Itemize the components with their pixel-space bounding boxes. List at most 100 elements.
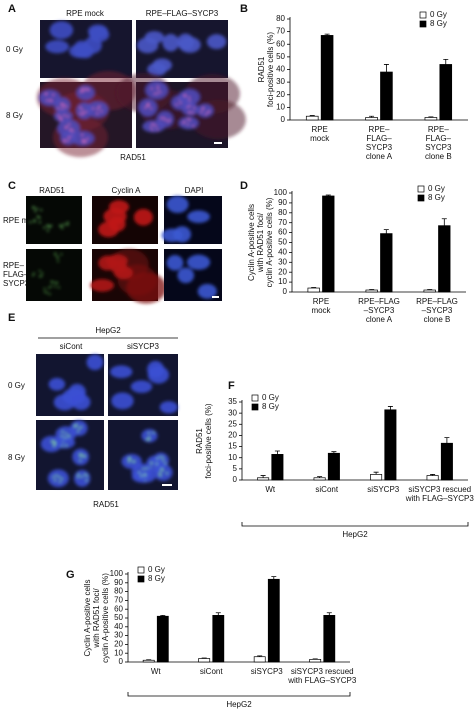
focus bbox=[159, 91, 162, 94]
image-background bbox=[26, 249, 82, 301]
y-tick-label: 20 bbox=[228, 431, 237, 440]
focus bbox=[128, 456, 131, 459]
x-tick-label: siSYCP3 bbox=[367, 485, 400, 494]
focus bbox=[153, 123, 155, 126]
error-bar bbox=[444, 437, 450, 444]
y-tick-label: 90 bbox=[278, 198, 287, 207]
bar bbox=[438, 225, 451, 293]
column-label: RPE–FLAG–SYCP3 bbox=[146, 9, 219, 18]
row-label: RPE mock bbox=[3, 216, 42, 225]
legend-label: 0 Gy bbox=[428, 184, 445, 193]
nucleus bbox=[108, 216, 126, 232]
nucleus bbox=[47, 469, 69, 488]
y-tick-label: 50 bbox=[276, 52, 285, 61]
x-tick-label: SYCP3 bbox=[366, 143, 393, 152]
focus bbox=[50, 224, 53, 227]
focus bbox=[150, 107, 152, 110]
y-tick-label: 35 bbox=[228, 397, 237, 406]
focus bbox=[40, 209, 43, 211]
y-tick-label: 100 bbox=[274, 188, 288, 197]
error-bar bbox=[257, 655, 263, 657]
focus bbox=[83, 140, 86, 142]
bar bbox=[423, 289, 436, 293]
focus bbox=[148, 436, 151, 439]
y-tick-label: 30 bbox=[114, 631, 123, 640]
nucleus bbox=[110, 365, 133, 379]
focus bbox=[48, 226, 51, 229]
micrograph bbox=[164, 249, 222, 301]
focus bbox=[57, 107, 60, 110]
focus bbox=[63, 140, 66, 143]
focus bbox=[192, 111, 194, 114]
focus bbox=[57, 260, 60, 263]
y-tick-label: 5 bbox=[233, 464, 238, 473]
error-bar bbox=[317, 476, 323, 478]
focus bbox=[84, 473, 86, 476]
focus bbox=[63, 139, 66, 142]
focus bbox=[202, 106, 205, 109]
image-content bbox=[98, 200, 153, 238]
focus bbox=[155, 462, 158, 465]
focus bbox=[66, 139, 69, 142]
image-content bbox=[90, 248, 167, 304]
focus bbox=[38, 275, 41, 278]
x-tick-label: Wt bbox=[265, 485, 276, 494]
row-label: FLAG– bbox=[3, 270, 29, 279]
focus bbox=[145, 467, 148, 470]
focus bbox=[155, 125, 157, 128]
nucleus bbox=[111, 392, 134, 410]
x-tick-label: with FLAG–SYCP3 bbox=[405, 494, 474, 503]
focus bbox=[41, 272, 44, 275]
nucleus bbox=[131, 463, 153, 482]
error-bar bbox=[443, 59, 449, 65]
focus bbox=[53, 441, 56, 444]
nucleus bbox=[45, 40, 70, 54]
legend-swatch bbox=[419, 20, 427, 28]
scale-bar bbox=[214, 142, 222, 144]
y-tick-label: 15 bbox=[228, 442, 237, 451]
nucleus bbox=[40, 435, 62, 453]
focus bbox=[156, 92, 159, 95]
focus bbox=[80, 454, 83, 456]
nucleus bbox=[74, 469, 91, 487]
focus bbox=[81, 139, 84, 141]
nucleus bbox=[48, 377, 66, 391]
nucleus bbox=[138, 98, 158, 117]
y-tick-label: 70 bbox=[276, 27, 285, 36]
panel-letter: C bbox=[8, 180, 16, 192]
group-label: HepG2 bbox=[342, 530, 368, 539]
focus bbox=[43, 287, 46, 290]
y-tick-label: 20 bbox=[278, 267, 287, 276]
y-tick-label: 60 bbox=[114, 604, 123, 613]
focus bbox=[188, 105, 191, 107]
focus bbox=[147, 432, 150, 435]
x-tick-label: siSYCP3 bbox=[251, 667, 284, 676]
column-label: Cyclin A bbox=[112, 186, 142, 195]
focus bbox=[32, 207, 35, 209]
bar bbox=[424, 117, 438, 121]
nucleus bbox=[53, 394, 76, 411]
x-tick-label: –SYCP3 bbox=[422, 306, 453, 315]
focus bbox=[150, 87, 153, 90]
focus bbox=[167, 120, 170, 123]
haze bbox=[190, 99, 246, 140]
focus bbox=[61, 227, 64, 229]
focus bbox=[60, 435, 63, 437]
y-tick-label: 20 bbox=[276, 90, 285, 99]
focus bbox=[59, 117, 62, 120]
row-label: SYCP3 bbox=[3, 279, 30, 288]
focus bbox=[29, 221, 32, 224]
y-axis-label: foci-positive cells (%) bbox=[266, 32, 275, 107]
x-tick-label: RPE– bbox=[428, 125, 449, 134]
focus bbox=[64, 436, 66, 439]
nucleus bbox=[76, 85, 95, 101]
legend-label: 8 Gy bbox=[430, 19, 447, 28]
y-tick-label: 0 bbox=[283, 287, 288, 296]
focus bbox=[184, 95, 187, 97]
y-tick-label: 100 bbox=[110, 569, 124, 578]
x-tick-label: SYCP3 bbox=[425, 143, 452, 152]
focus bbox=[75, 424, 78, 427]
focus bbox=[58, 476, 61, 478]
y-tick-label: 30 bbox=[228, 408, 237, 417]
